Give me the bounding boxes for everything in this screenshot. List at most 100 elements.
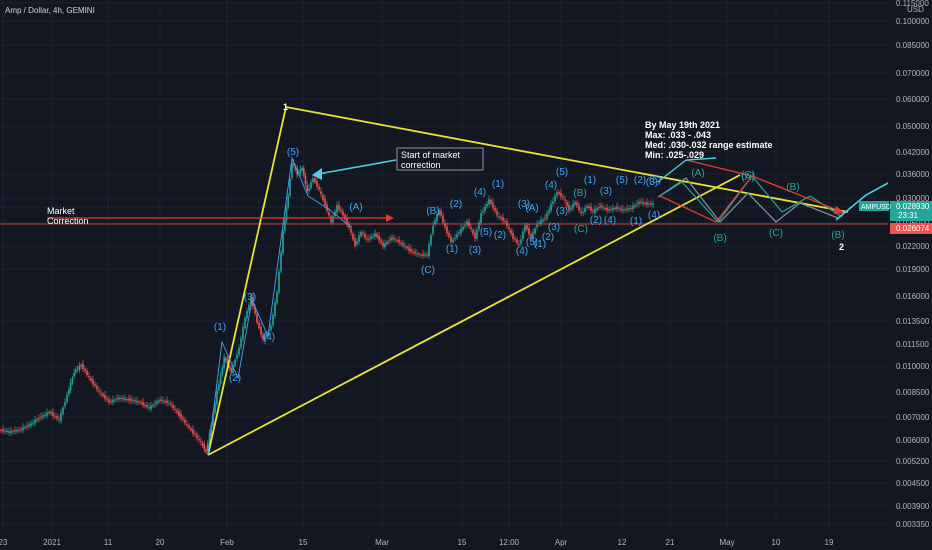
candle-body	[330, 216, 332, 222]
forecast-line-1: By May 19th 2021	[645, 120, 720, 130]
candle-body	[472, 230, 474, 234]
wave-label: (2)	[590, 215, 602, 226]
candle-body	[102, 394, 104, 396]
candle-body	[36, 419, 38, 421]
candle-body	[578, 205, 580, 211]
wave-label: (A)	[741, 172, 754, 183]
price-tick-label: 0.036000	[896, 170, 930, 179]
candle-body	[236, 354, 238, 359]
candle-body	[48, 412, 50, 414]
candle-body	[96, 385, 98, 390]
candle-body	[200, 441, 202, 443]
candle-body	[318, 186, 320, 190]
price-tick-label: 0.011500	[896, 340, 929, 349]
candle-body	[142, 402, 144, 406]
candle-body	[42, 415, 44, 418]
candle-body	[110, 401, 112, 403]
candle-body	[162, 400, 164, 402]
candle-body	[616, 206, 618, 210]
candle-body	[92, 379, 94, 385]
candle-body	[180, 413, 182, 419]
candle-body	[294, 166, 297, 170]
price-axis[interactable]	[888, 0, 932, 532]
candle-body	[12, 431, 14, 433]
candle-body	[474, 232, 476, 239]
candle-body	[22, 427, 24, 431]
candle-body	[50, 412, 52, 414]
candle-body	[644, 203, 646, 204]
candle-body	[166, 400, 168, 404]
price-tick-label: 0.005200	[896, 457, 930, 466]
candle-body	[510, 230, 512, 234]
candle-body	[156, 401, 158, 404]
candle-body	[480, 213, 482, 224]
candle-body	[254, 306, 256, 314]
candle-body	[322, 195, 324, 200]
time-tick-label: 20	[156, 538, 165, 547]
candle-body	[388, 240, 390, 242]
candle-body	[640, 201, 642, 203]
candle-body	[146, 405, 148, 408]
price-tick-label: 0.115000	[896, 0, 929, 8]
candle-body	[164, 401, 166, 403]
candle-body	[278, 271, 280, 293]
triangle-lower-boundary	[207, 174, 741, 456]
wave-label: (B)	[786, 182, 799, 193]
price-tick-label: 0.006000	[896, 436, 930, 445]
candle-body	[270, 325, 272, 331]
candle-body	[618, 208, 620, 210]
candle-body	[572, 203, 574, 209]
candle-body	[112, 399, 114, 403]
candle-body	[450, 236, 452, 243]
candle-body	[608, 209, 610, 211]
candle-body	[264, 335, 266, 342]
candle-body	[46, 412, 48, 416]
time-axis[interactable]	[0, 532, 888, 550]
candle-body	[542, 219, 544, 221]
candle-body	[24, 427, 26, 428]
candle-body	[518, 243, 520, 245]
candle-body	[482, 211, 484, 213]
candle-body	[378, 235, 380, 241]
projection-cyan-exit	[835, 181, 891, 221]
wave-label: (B)	[426, 206, 439, 217]
candle-body	[382, 242, 384, 247]
candle-body	[64, 402, 66, 407]
candle-body	[272, 315, 274, 326]
candle-body	[360, 232, 362, 237]
candle-body	[246, 310, 248, 319]
candle-body	[456, 234, 458, 238]
candle-body	[402, 243, 404, 246]
start-arrow-shaft	[317, 159, 397, 175]
candle-body	[470, 227, 472, 230]
triangle-upper-boundary	[207, 105, 849, 456]
price-tick-label: 0.003350	[896, 520, 930, 529]
candle-body	[364, 234, 366, 238]
wave-label: (1)	[534, 239, 546, 250]
wave-label: (B)	[713, 233, 726, 244]
candle-body	[94, 384, 96, 386]
candle-body	[538, 222, 540, 224]
candle-body	[384, 243, 386, 248]
wave-label: (5)	[616, 175, 628, 186]
candle-body	[626, 208, 628, 210]
candle-body	[590, 206, 592, 211]
candle-body	[584, 208, 586, 212]
candle-body	[452, 239, 454, 242]
candle-body	[532, 232, 534, 240]
candle-body	[586, 206, 588, 209]
candle-body	[196, 434, 198, 438]
candle-body	[226, 360, 229, 366]
candle-body	[120, 398, 122, 399]
candle-body	[124, 398, 126, 400]
time-tick-label: Apr	[555, 538, 568, 547]
wave-label: (5)	[287, 147, 299, 158]
candle-body	[282, 231, 284, 254]
candle-body	[198, 438, 200, 440]
candle-body	[392, 237, 394, 240]
candle-body	[582, 212, 584, 214]
candle-body	[650, 203, 652, 205]
candle-body	[242, 327, 244, 340]
candle-body	[520, 239, 522, 244]
